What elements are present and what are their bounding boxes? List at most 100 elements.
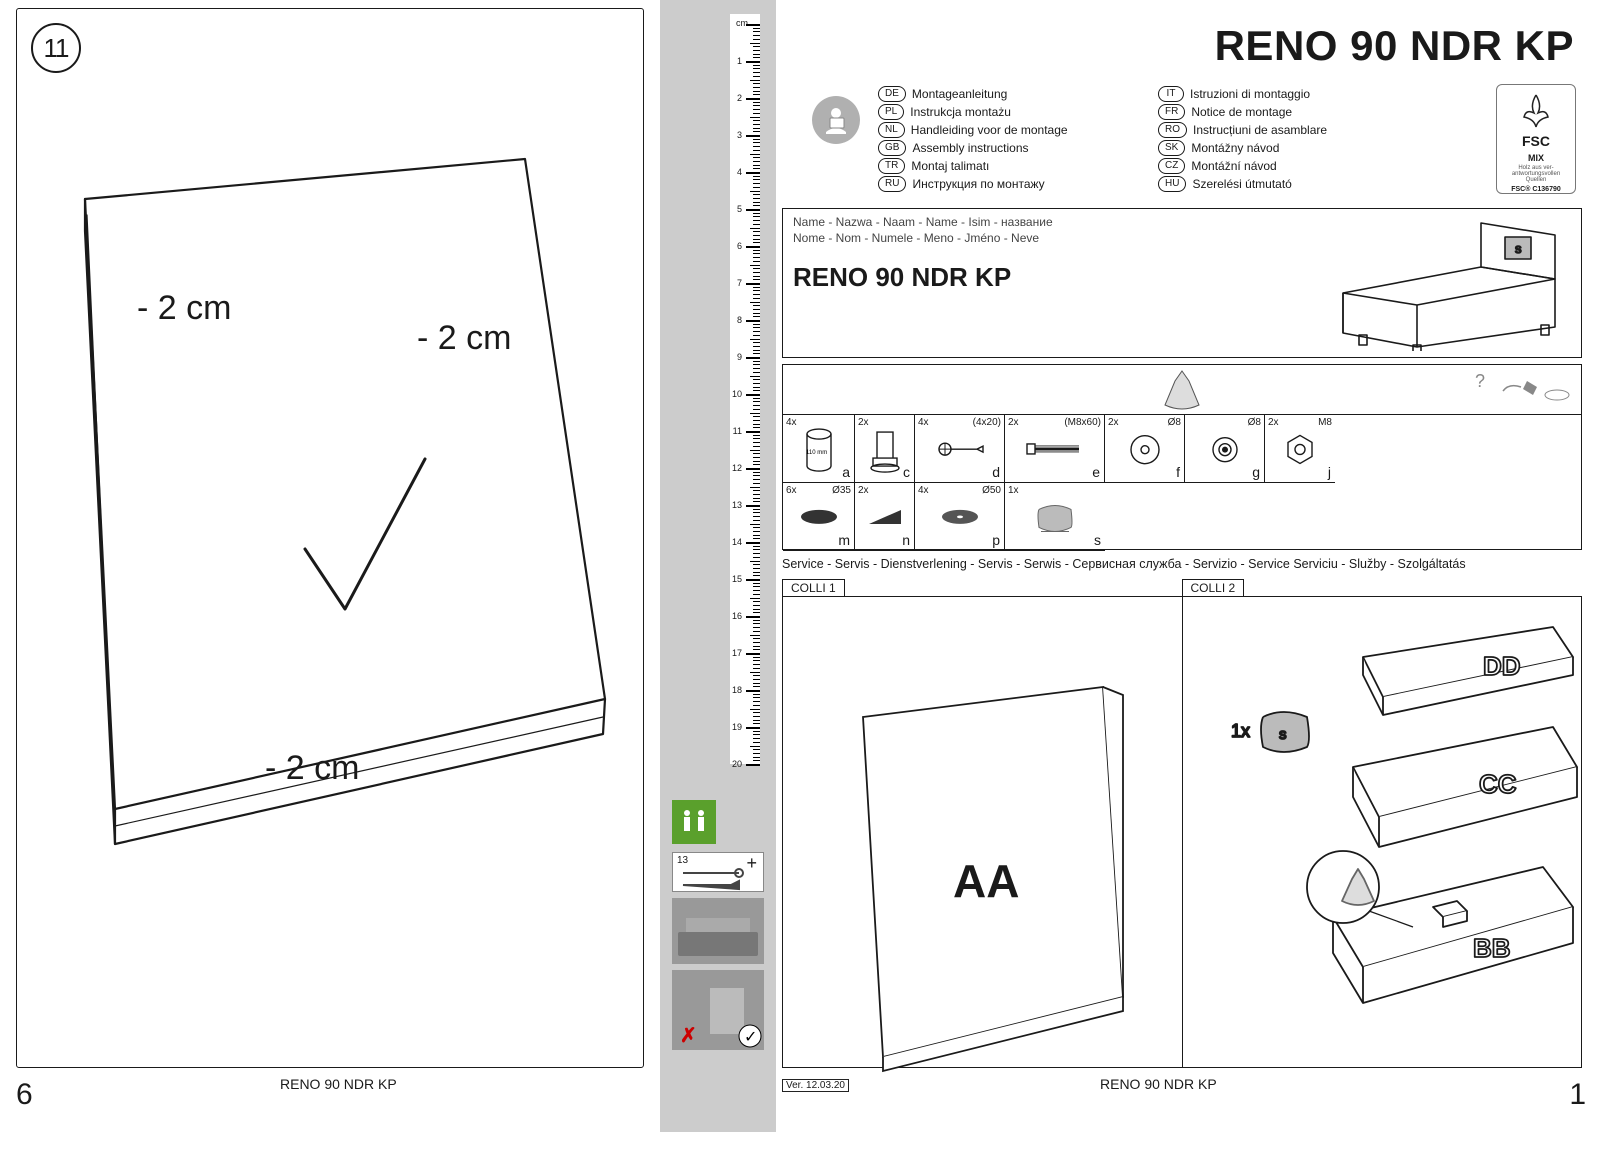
hardware-s: 1xs xyxy=(1005,483,1105,551)
lang-code: CZ xyxy=(1158,158,1185,174)
hardware-g: Ø8g xyxy=(1185,415,1265,483)
fsc-mix: MIX xyxy=(1501,153,1571,163)
lang-FR: FR Notice de montage xyxy=(1158,104,1418,120)
svg-text:✓: ✓ xyxy=(744,1029,757,1046)
service-line: Service - Servis - Dienstverlening - Ser… xyxy=(782,556,1582,573)
lang-CZ: CZ Montážní návod xyxy=(1158,158,1418,174)
product-title: RENO 90 NDR KP xyxy=(1215,22,1574,70)
hardware-p: 4xØ50p xyxy=(915,483,1005,551)
svg-text:✗: ✗ xyxy=(680,1025,697,1047)
hardware-d: 4x(4x20)d xyxy=(915,415,1005,483)
lang-code: PL xyxy=(878,104,904,120)
lang-text: Инструкция по монтажу xyxy=(912,177,1044,191)
hardware-a: 4xa110 mm xyxy=(783,415,855,483)
read-manual-icon xyxy=(812,96,860,144)
svg-text:CC: CC xyxy=(1479,769,1517,799)
lang-code: IT xyxy=(1158,86,1184,102)
pillow-qty: 1x xyxy=(1231,721,1250,741)
fsc-code: FSC® C136790 xyxy=(1501,186,1571,193)
center-gutter: cm 1234567891011121314151617181920 13 + … xyxy=(660,0,776,1132)
lang-IT: IT Istruzioni di montaggio xyxy=(1158,86,1418,102)
colli-1-label: COLLI 1 xyxy=(782,579,845,596)
fsc-title: FSC xyxy=(1501,133,1571,149)
lang-text: Istruzioni di montaggio xyxy=(1190,87,1310,101)
ruler-unit-label: cm xyxy=(736,18,748,28)
svg-text:BB: BB xyxy=(1473,933,1511,963)
lang-SK: SK Montážny návod xyxy=(1158,140,1418,156)
lang-text: Notice de montage xyxy=(1191,105,1292,119)
bed-illustration: s xyxy=(1331,215,1571,351)
lang-code: GB xyxy=(878,140,906,156)
dimension-label-bottom: - 2 cm xyxy=(265,749,359,788)
footer-product-right: RENO 90 NDR KP xyxy=(1100,1076,1217,1162)
lang-code: RO xyxy=(1158,122,1187,138)
hardware-f: 2xØ8f xyxy=(1105,415,1185,483)
version-label: Ver. 12.03.20 xyxy=(782,1079,849,1092)
hardware-header: ? xyxy=(783,365,1581,415)
colli-section: COLLI 1 AA COLLI 2 DD xyxy=(782,596,1582,1068)
hardware-j: 2xM8j xyxy=(1265,415,1335,483)
language-block: DE Montageanleitung IT Istruzioni di montag… xyxy=(818,86,1498,192)
unpack-photo-2: ✗ ✓ xyxy=(672,970,764,1050)
colli-1-part-AA: AA xyxy=(803,657,1163,1077)
hardware-m: 6xØ35m xyxy=(783,483,855,551)
lang-RO: RO Instrucțiuni de asamblare xyxy=(1158,122,1418,138)
ruler: cm 1234567891011121314151617181920 xyxy=(730,14,760,764)
lang-code: RU xyxy=(878,176,906,192)
lang-HU: HU Szerelési útmutató xyxy=(1158,176,1418,192)
colli-1: COLLI 1 AA xyxy=(782,596,1183,1068)
lang-code: NL xyxy=(878,122,905,138)
lang-text: Montageanleitung xyxy=(912,87,1007,101)
part-label-AA: AA xyxy=(953,855,1019,907)
step-number: 11 xyxy=(44,33,69,64)
lang-text: Handleiding voor de montage xyxy=(911,123,1068,137)
svg-text:s: s xyxy=(1279,726,1287,743)
lang-NL: NL Handleiding voor de montage xyxy=(878,122,1138,138)
fsc-desc: Holz aus ver-antwortungsvollenQuellen xyxy=(1501,165,1571,183)
lang-text: Assembly instructions xyxy=(912,141,1028,155)
hardware-row-1: 4xa110 mm2xc4x(4x20)d2x(M8x60)e2xØ8fØ8g2… xyxy=(783,415,1581,483)
lang-code: TR xyxy=(878,158,905,174)
lang-code: DE xyxy=(878,86,906,102)
product-name-panel: Name - Nazwa - Naam - Name - Isim - назв… xyxy=(782,208,1582,358)
hardware-row-2: 6xØ35m2xn4xØ50p1xs xyxy=(783,483,1581,551)
lang-GB: GB Assembly instructions xyxy=(878,140,1138,156)
tools-tile: 13 + xyxy=(672,852,764,892)
lang-code: SK xyxy=(1158,140,1185,156)
lang-text: Instrucțiuni de asamblare xyxy=(1193,123,1327,137)
colli-2: COLLI 2 DD CC BB xyxy=(1183,596,1583,1068)
step-number-circle: 11 xyxy=(31,23,81,73)
svg-text:?: ? xyxy=(1475,371,1485,391)
dimension-label-left: - 2 cm xyxy=(137,289,231,328)
lang-text: Instrukcja montażu xyxy=(910,105,1011,119)
svg-text:DD: DD xyxy=(1483,651,1521,681)
hardware-panel: ? 4xa110 mm2xc4x(4x20)d2x(M8x60)e2xØ8fØ8… xyxy=(782,364,1582,550)
lang-text: Montážní návod xyxy=(1191,159,1276,173)
page-6: 11 - 2 cm - 2 cm - 2 cm xyxy=(16,8,644,1068)
tools-label: 13 xyxy=(677,855,688,866)
lang-text: Montaj talimatı xyxy=(911,159,989,173)
hardware-e: 2x(M8x60)e xyxy=(1005,415,1105,483)
lang-code: FR xyxy=(1158,104,1185,120)
colli-2-label: COLLI 2 xyxy=(1182,579,1245,596)
dimension-label-right: - 2 cm xyxy=(417,319,511,358)
help-contact-icon: ? xyxy=(1473,371,1573,407)
lang-text: Montážny návod xyxy=(1191,141,1279,155)
lang-RU: RU Инструкция по монтажу xyxy=(878,176,1138,192)
fsc-certification: FSC MIX Holz aus ver-antwortungsvollenQu… xyxy=(1496,84,1576,194)
lang-text: Szerelési útmutató xyxy=(1192,177,1291,191)
lang-code: HU xyxy=(1158,176,1186,192)
lang-DE: DE Montageanleitung xyxy=(878,86,1138,102)
hardware-n: 2xn xyxy=(855,483,915,551)
lang-TR: TR Montaj talimatı xyxy=(878,158,1138,174)
hardware-c: 2xc xyxy=(855,415,915,483)
page-number-6: 6 xyxy=(16,1078,33,1172)
colli-2-parts: DD CC BB s 1x xyxy=(1183,597,1583,1057)
svg-text:110 mm: 110 mm xyxy=(806,450,827,456)
persons-icon xyxy=(672,800,716,844)
footer-product-left: RENO 90 NDR KP xyxy=(280,1076,397,1162)
page-1: RENO 90 NDR KP DE Montageanleitung IT Istru… xyxy=(782,8,1584,1068)
unpack-photo-1 xyxy=(672,898,764,964)
page-number-1: 1 xyxy=(1569,1078,1586,1172)
parts-bag-icon xyxy=(1157,369,1207,411)
